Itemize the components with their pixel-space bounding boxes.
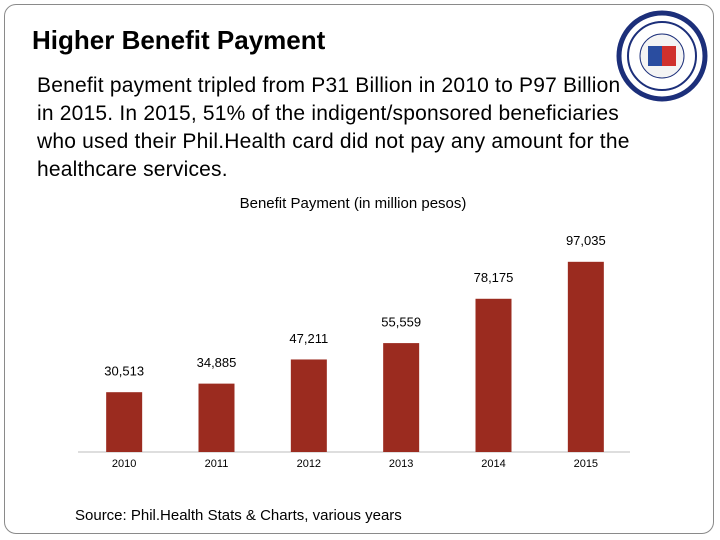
data-label: 97,035 xyxy=(566,233,606,248)
x-tick-label: 2013 xyxy=(389,458,413,470)
slide-title: Higher Benefit Payment xyxy=(32,25,326,55)
bar xyxy=(383,343,420,452)
x-tick-label: 2011 xyxy=(205,458,229,470)
data-label: 55,559 xyxy=(381,315,421,330)
data-label: 30,513 xyxy=(104,364,144,379)
x-tick-label: 2012 xyxy=(297,458,321,470)
data-label: 47,211 xyxy=(289,331,328,346)
source: Source: Phil.Health Stats & Charts, vari… xyxy=(75,507,402,524)
bar xyxy=(106,392,143,452)
chart-title: Benefit Payment (in million pesos) xyxy=(240,195,467,212)
x-tick-label: 2014 xyxy=(481,458,505,470)
slide-frame xyxy=(4,4,714,534)
x-tick-label: 2010 xyxy=(112,458,136,470)
slide-body: Benefit payment tripled from P31 Billion… xyxy=(37,74,630,181)
x-tick-label: 2015 xyxy=(574,458,598,470)
bar xyxy=(198,383,235,452)
bar xyxy=(567,261,604,452)
bar xyxy=(475,298,512,452)
logo xyxy=(616,10,708,102)
data-label: 78,175 xyxy=(474,270,514,285)
bar xyxy=(290,359,327,452)
data-label: 34,885 xyxy=(197,355,237,370)
